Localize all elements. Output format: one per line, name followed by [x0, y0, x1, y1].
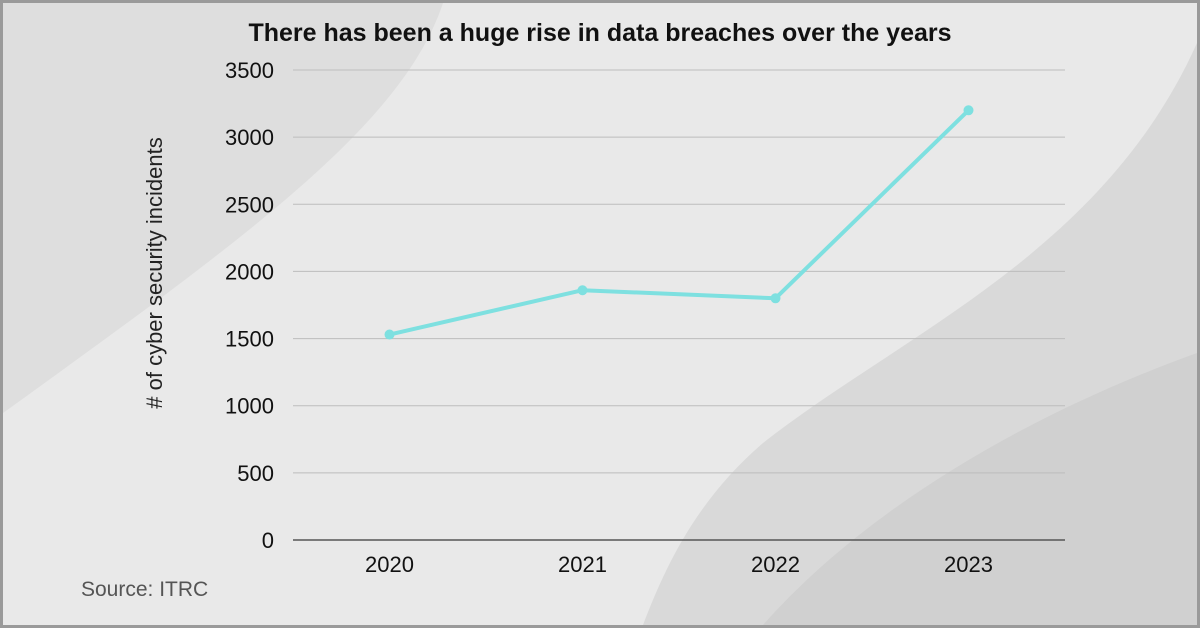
x-tick-label: 2021: [558, 552, 607, 577]
line-chart: 0 500 1000 1500 2000 2500 3000 3500 2020 2021 2022…: [225, 58, 1065, 577]
y-tick-label: 0: [262, 528, 274, 553]
data-point: [577, 285, 588, 296]
series-line: [387, 108, 971, 337]
background-waves: [3, 3, 1197, 625]
y-tick-label: 3000: [225, 125, 274, 150]
y-tick-label: 2500: [225, 192, 274, 217]
source-note: Source: ITRC: [81, 578, 209, 601]
x-tick-label: 2020: [365, 552, 414, 577]
y-tick-label: 1500: [225, 327, 274, 352]
data-point: [384, 329, 395, 340]
y-tick-label: 3500: [225, 58, 274, 83]
data-point: [770, 293, 781, 304]
data-point: [963, 105, 974, 116]
y-tick-label: 500: [237, 461, 274, 486]
y-tick-label: 2000: [225, 259, 274, 284]
x-tick-label: 2023: [944, 552, 993, 577]
y-tick-label: 1000: [225, 394, 274, 419]
chart-title: There has been a huge rise in data breac…: [248, 19, 952, 47]
x-tick-label: 2022: [751, 552, 800, 577]
